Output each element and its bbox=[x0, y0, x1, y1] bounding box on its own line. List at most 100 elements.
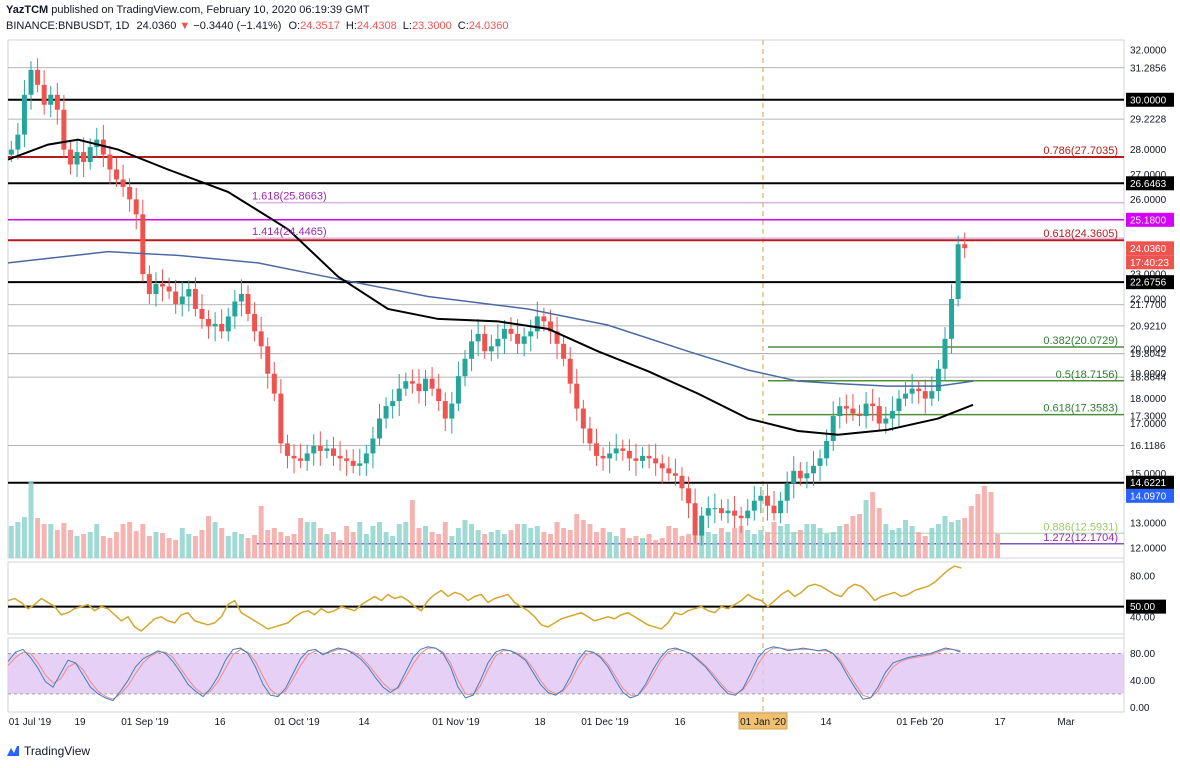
candle-body bbox=[278, 393, 284, 444]
volume-bar bbox=[607, 532, 613, 558]
candle-body bbox=[291, 455, 297, 459]
candle-body bbox=[725, 510, 731, 514]
date-tick-label: 14 bbox=[358, 717, 370, 728]
price-tick-label: 12.0000 bbox=[1130, 544, 1167, 555]
candle-body bbox=[383, 406, 389, 419]
candle-body bbox=[146, 274, 152, 295]
date-tick-label: 01 Jul '19 bbox=[9, 717, 52, 728]
volume-bar bbox=[975, 494, 981, 558]
volume-bar bbox=[482, 534, 488, 558]
candle-body bbox=[455, 376, 461, 404]
candle-body bbox=[179, 296, 185, 304]
ma100-line bbox=[7, 138, 974, 436]
candle-body bbox=[245, 294, 251, 314]
author-name[interactable]: YazTCM bbox=[6, 4, 49, 16]
candle-body bbox=[113, 169, 119, 180]
date-tick-label: 17 bbox=[994, 717, 1006, 728]
low-label: L: bbox=[402, 20, 412, 32]
close-value: 24.0360 bbox=[468, 20, 509, 32]
candle-body bbox=[626, 450, 632, 459]
volume-bar bbox=[409, 500, 415, 558]
candle-body bbox=[357, 463, 363, 466]
volume-bar bbox=[955, 520, 961, 558]
fib-label: 0.786(27.7035) bbox=[1043, 145, 1118, 157]
volume-bar bbox=[666, 526, 672, 558]
candle-body bbox=[784, 483, 790, 501]
candle-body bbox=[791, 470, 797, 484]
candle-body bbox=[81, 152, 87, 163]
candle-body bbox=[561, 343, 567, 359]
candle-body bbox=[48, 94, 54, 105]
candle-body bbox=[607, 453, 613, 459]
low-value: 23.3000 bbox=[411, 20, 452, 32]
candle-body bbox=[804, 473, 810, 479]
candle-body bbox=[61, 109, 67, 150]
candle-body bbox=[495, 338, 501, 347]
volume-bar bbox=[521, 524, 527, 558]
volume-bar bbox=[67, 530, 73, 558]
candle-body bbox=[436, 388, 442, 402]
volume-bar bbox=[258, 506, 264, 558]
candle-body bbox=[304, 453, 310, 461]
candle-body bbox=[843, 406, 849, 409]
volume-bar bbox=[449, 536, 455, 558]
rsi-line bbox=[7, 565, 962, 632]
candle-body bbox=[646, 455, 652, 459]
volume-bar bbox=[508, 530, 514, 558]
stoch-k-line bbox=[7, 646, 961, 702]
candle-body bbox=[600, 455, 606, 459]
price-tag-bg bbox=[1126, 488, 1174, 503]
fib-label: 1.272(12.1704) bbox=[1043, 532, 1118, 544]
volume-bar bbox=[15, 522, 21, 558]
symbol-label[interactable]: BINANCE:BNBUSDT, 1D bbox=[6, 20, 130, 32]
fib-label: 0.5(18.7156) bbox=[1056, 369, 1118, 381]
stoch-tick-label: 40.00 bbox=[1130, 676, 1155, 687]
candle-body bbox=[166, 286, 172, 292]
price-tick-label: 14.6221 bbox=[1130, 478, 1167, 489]
price-tick-label: 25.1800 bbox=[1130, 215, 1167, 226]
candle-body bbox=[370, 438, 376, 454]
candle-body bbox=[587, 428, 593, 444]
candle-body bbox=[712, 508, 718, 510]
date-tick-label: 16 bbox=[214, 717, 226, 728]
volume-bar bbox=[968, 506, 974, 558]
tradingview-brand[interactable]: TradingView bbox=[6, 744, 90, 758]
candle-body bbox=[311, 445, 317, 454]
candle-body bbox=[718, 508, 724, 514]
volume-bar bbox=[350, 532, 356, 558]
candle-body bbox=[488, 346, 494, 352]
volume-bar bbox=[423, 526, 429, 558]
price-tick-label: 19.8042 bbox=[1130, 349, 1167, 360]
volume-bar bbox=[140, 524, 146, 558]
date-tick-label: 01 Dec '19 bbox=[581, 717, 629, 728]
candle-body bbox=[830, 416, 836, 441]
candle-body bbox=[896, 398, 902, 412]
volume-bar bbox=[501, 534, 507, 558]
candle-body bbox=[942, 338, 948, 369]
stoch-tick-label: 0.00 bbox=[1130, 703, 1150, 714]
volume-bar bbox=[271, 528, 277, 558]
price-tag-bg bbox=[1126, 475, 1174, 490]
candle-body bbox=[824, 440, 830, 459]
volume-bar bbox=[166, 538, 172, 558]
volume-bar bbox=[245, 538, 251, 558]
candle-body bbox=[883, 418, 889, 424]
candle-body bbox=[850, 408, 856, 414]
price-tag-bg bbox=[1126, 241, 1174, 256]
volume-bar bbox=[455, 528, 461, 558]
candle-body bbox=[133, 199, 139, 215]
volume-bar bbox=[337, 540, 343, 558]
volume-bar bbox=[416, 528, 422, 558]
volume-bar bbox=[94, 524, 100, 558]
volume-bar bbox=[712, 534, 718, 558]
volume-bar bbox=[8, 526, 14, 558]
volume-bar bbox=[120, 524, 126, 558]
volume-bar bbox=[922, 536, 928, 558]
date-tick-label: 01 Feb '20 bbox=[897, 717, 944, 728]
fib-label: 0.618(17.3583) bbox=[1043, 403, 1118, 415]
volume-bar bbox=[179, 528, 185, 558]
volume-bar bbox=[284, 536, 290, 558]
candle-body bbox=[692, 503, 698, 536]
candle-body bbox=[903, 393, 909, 399]
